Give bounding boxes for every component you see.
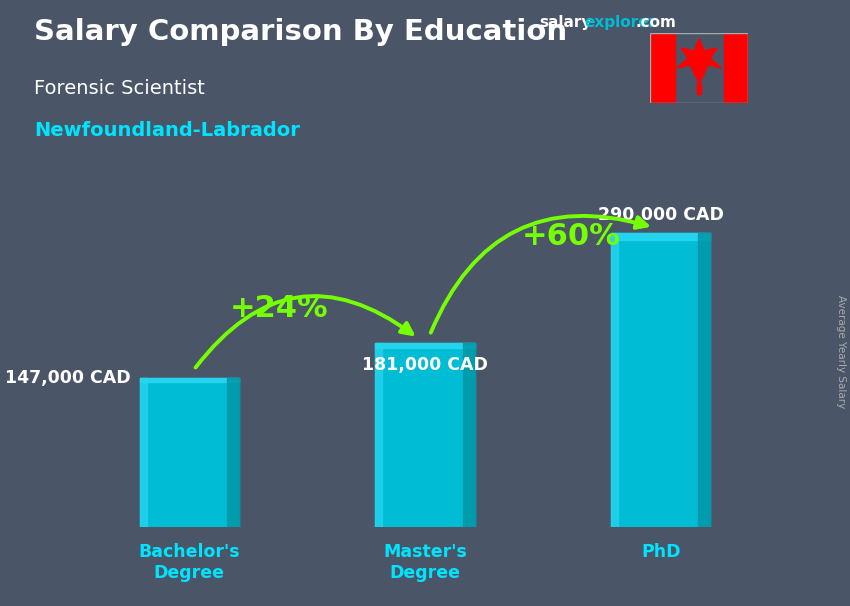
Text: Newfoundland-Labrador: Newfoundland-Labrador [34, 121, 300, 140]
Text: +24%: +24% [230, 295, 328, 323]
FancyArrowPatch shape [431, 216, 647, 333]
Bar [227, 378, 239, 527]
Text: Average Yearly Salary: Average Yearly Salary [836, 295, 846, 408]
Bar [699, 233, 711, 527]
Bar [139, 378, 239, 382]
Polygon shape [677, 39, 722, 84]
Bar [376, 344, 474, 348]
Text: 290,000 CAD: 290,000 CAD [598, 207, 723, 224]
Text: Salary Comparison By Education: Salary Comparison By Education [34, 18, 567, 46]
FancyArrowPatch shape [196, 296, 412, 368]
Text: +60%: +60% [522, 222, 620, 251]
Bar [139, 378, 239, 527]
Bar [723, 33, 748, 103]
Text: 147,000 CAD: 147,000 CAD [4, 369, 130, 387]
Text: Forensic Scientist: Forensic Scientist [34, 79, 205, 98]
Bar [611, 233, 711, 527]
Text: .com: .com [636, 15, 677, 30]
Bar [376, 344, 382, 527]
Bar [462, 344, 474, 527]
Text: salary: salary [540, 15, 592, 30]
Bar [611, 233, 711, 240]
Bar [611, 233, 618, 527]
Bar [376, 344, 474, 527]
Bar [139, 378, 146, 527]
Text: explorer: explorer [585, 15, 657, 30]
Bar [697, 83, 701, 95]
Bar [650, 33, 675, 103]
Text: 181,000 CAD: 181,000 CAD [362, 356, 488, 373]
